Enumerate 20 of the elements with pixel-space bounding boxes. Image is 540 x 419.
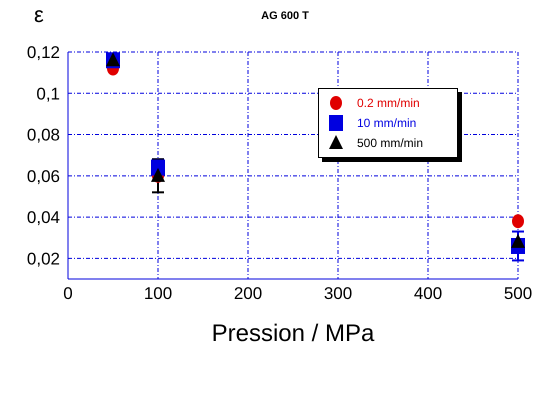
x-tick-label: 500	[504, 284, 532, 304]
y-tick-label: 0,04	[26, 208, 60, 228]
point	[512, 214, 524, 228]
point	[511, 234, 525, 248]
x-tick-label: 400	[414, 284, 442, 304]
legend-label: 500 mm/min	[357, 136, 424, 150]
x-tick-label: 0	[63, 284, 73, 304]
legend-label: 0.2 mm/min	[357, 96, 420, 110]
chart-title: AG 600 T	[261, 10, 309, 22]
x-tick-label: 200	[234, 284, 262, 304]
y-tick-label: 0,12	[26, 43, 60, 62]
x-tick-label: 100	[144, 284, 172, 304]
x-axis-title: Pression / MPa	[212, 320, 376, 347]
y-axis-title: ε	[34, 2, 44, 28]
y-tick-label: 0,06	[26, 166, 60, 186]
y-tick-label: 0,1	[36, 84, 60, 104]
legend-label: 10 mm/min	[357, 116, 416, 130]
x-tick-label: 300	[324, 284, 352, 304]
y-tick-label: 0,02	[26, 249, 60, 268]
y-tick-label: 0,08	[26, 126, 60, 145]
